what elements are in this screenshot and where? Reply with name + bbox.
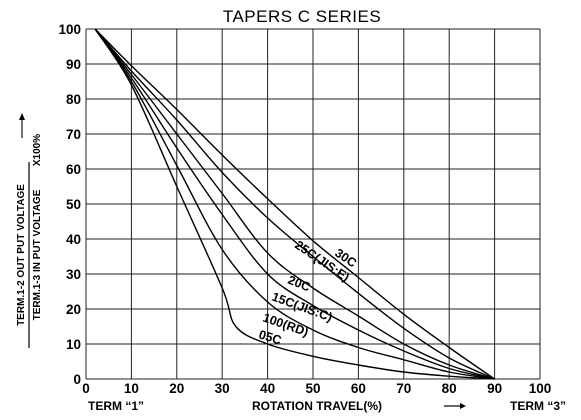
chart-grid [85, 28, 541, 380]
y-tick-label: 10 [66, 337, 81, 352]
curve-05c [94, 28, 495, 380]
y-axis-label-numerator: TERM.1-2 OUT PUT VOLTAGE [16, 184, 27, 326]
x-tick-label: 100 [529, 381, 552, 396]
x-tick-label: 90 [487, 381, 502, 396]
curve-30c [94, 28, 495, 380]
y-tick-label: 90 [66, 57, 81, 72]
y-tick-label: 100 [58, 22, 81, 37]
y-axis-ticks: 0 10 20 30 40 50 60 70 80 90 100 [58, 22, 81, 387]
chart-title: TAPERS C SERIES [223, 7, 381, 26]
x-tick-label: 0 [82, 381, 90, 396]
curves [94, 28, 495, 380]
x-tick-label: 70 [396, 381, 411, 396]
x-tick-label: 80 [442, 381, 457, 396]
y-tick-label: 30 [66, 267, 81, 282]
curve-15c-jis-c [94, 28, 495, 380]
term-right-label: TERM “3” [510, 399, 566, 413]
curve-20c [94, 28, 495, 380]
y-tick-label: 80 [66, 92, 81, 107]
curve-25c-jis-e [94, 28, 495, 380]
curve-label-05c: 05C [257, 327, 283, 347]
x-tick-label: 60 [351, 381, 366, 396]
y-axis-arrow [19, 113, 25, 138]
y-tick-label: 50 [66, 197, 81, 212]
x-tick-label: 20 [169, 381, 184, 396]
x-axis-arrow [444, 403, 466, 409]
y-axis-label-denominator: TERM.1-3 IN PUT VOLTAGE [32, 189, 43, 320]
x-tick-label: 30 [215, 381, 230, 396]
y-tick-label: 60 [66, 162, 81, 177]
x-axis-label: ROTATION TRAVEL(%) [252, 399, 382, 413]
x-tick-label: 50 [305, 381, 320, 396]
x-tick-label: 10 [124, 381, 139, 396]
y-tick-label: 0 [73, 372, 81, 387]
y-tick-label: 40 [66, 232, 81, 247]
y-tick-label: 20 [66, 302, 81, 317]
x-axis-ticks: 0 10 20 30 40 50 60 70 80 90 100 [82, 381, 551, 396]
y-axis-multiplier: X100% [32, 134, 43, 166]
y-tick-label: 70 [66, 127, 81, 142]
y-axis-label: TERM.1-2 OUT PUT VOLTAGE TERM.1-3 IN PUT… [16, 113, 43, 348]
term-left-label: TERM “1” [88, 399, 144, 413]
curve-100-rd [94, 28, 495, 380]
x-tick-label: 40 [260, 381, 275, 396]
